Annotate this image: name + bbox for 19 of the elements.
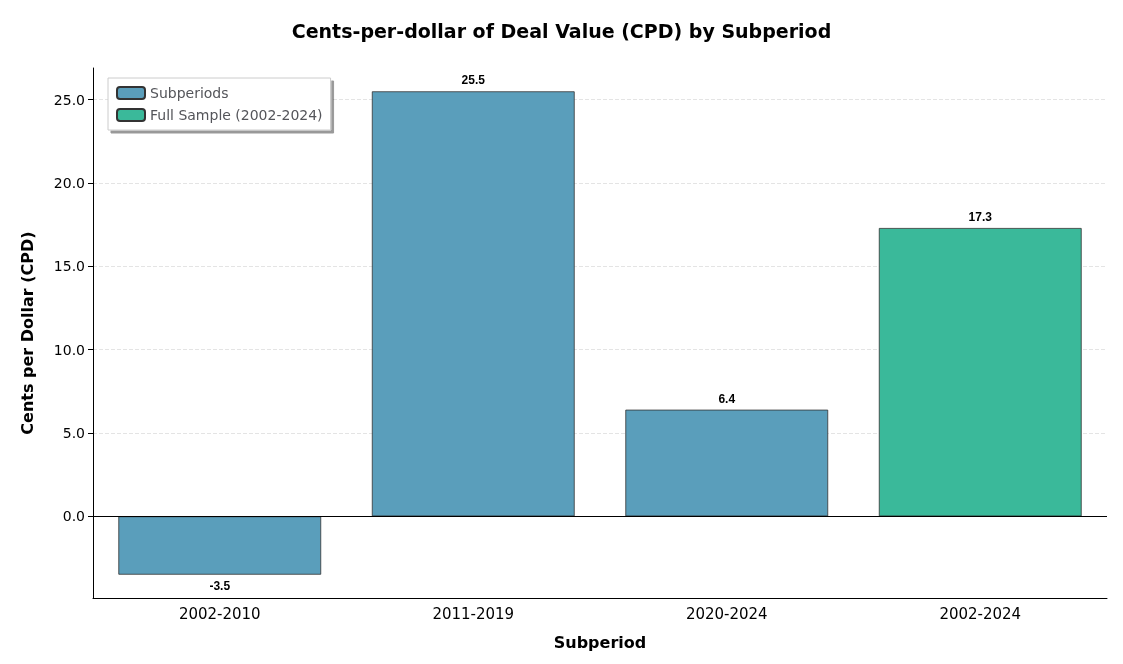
y-tick-label: 5.0 xyxy=(62,425,85,441)
x-tick-label: 2002-2024 xyxy=(939,604,1022,623)
y-tick-label: 20.0 xyxy=(53,175,85,191)
data-label: 25.5 xyxy=(461,73,486,88)
y-tick-label: 0.0 xyxy=(62,508,85,525)
chart-title: Cents-per-dollar of Deal Value (CPD) by Subperiod xyxy=(291,19,832,42)
data-label: 17.3 xyxy=(968,210,993,224)
data-label: 6.4 xyxy=(718,391,736,406)
legend-label: Subperiods xyxy=(150,85,229,101)
y-tick-label: 25.0 xyxy=(53,91,85,108)
legend-label: Full Sample (2002-2024) xyxy=(150,107,323,123)
x-axis-title: Subperiod xyxy=(553,632,647,652)
x-tick-label: 2020-2024 xyxy=(685,604,768,623)
y-tick-label: 10.0 xyxy=(53,341,85,358)
data-label: -3.5 xyxy=(209,578,231,593)
y-axis-title: Cents per Dollar (CPD) xyxy=(17,231,37,435)
x-tick-label: 2002-2010 xyxy=(178,604,261,623)
x-tick-label: 2011-2019 xyxy=(432,604,515,623)
y-tick-label: 15.0 xyxy=(53,258,85,275)
